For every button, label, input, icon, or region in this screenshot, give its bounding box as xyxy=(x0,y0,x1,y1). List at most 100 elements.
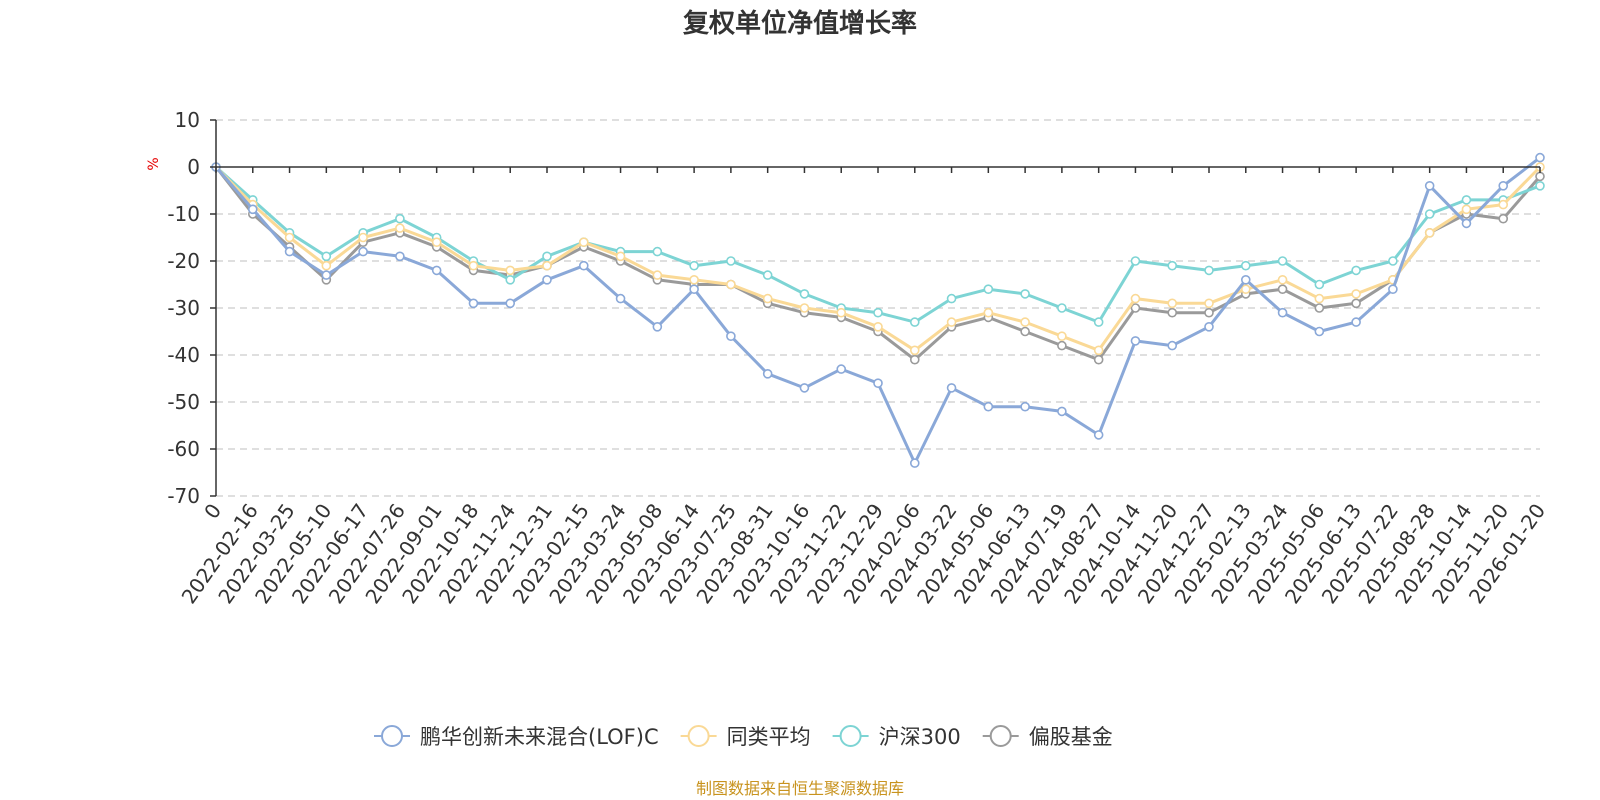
data-point xyxy=(284,246,295,257)
data-point xyxy=(689,274,699,285)
data-point xyxy=(1277,284,1288,295)
data-point xyxy=(505,265,516,276)
data-point xyxy=(1093,354,1104,365)
data-point xyxy=(1314,303,1325,313)
data-point xyxy=(1535,181,1545,191)
data-point xyxy=(799,289,810,299)
y-axis-unit: % xyxy=(146,157,162,170)
data-point xyxy=(1277,307,1288,318)
data-point xyxy=(1057,406,1067,417)
data-point xyxy=(652,321,663,332)
data-point xyxy=(358,246,368,257)
data-point xyxy=(247,204,258,215)
y-tick-label: 10 xyxy=(175,108,200,132)
data-point xyxy=(983,284,994,295)
data-point xyxy=(1424,181,1435,191)
data-point xyxy=(1277,274,1288,285)
data-point xyxy=(1461,195,1472,205)
data-point xyxy=(321,270,332,280)
source-note: 制图数据来自恒生聚源数据库 xyxy=(696,779,904,798)
legend-label: 鹏华创新未来混合(LOF)C xyxy=(420,725,659,749)
data-point xyxy=(395,251,405,262)
data-point xyxy=(836,307,847,318)
data-point xyxy=(726,256,736,266)
data-point xyxy=(1498,199,1509,210)
legend-label: 偏股基金 xyxy=(1029,725,1113,749)
data-point xyxy=(1167,260,1178,271)
legend-item[interactable]: 偏股基金 xyxy=(982,725,1113,749)
data-point xyxy=(873,321,883,332)
data-point xyxy=(358,232,368,243)
data-point xyxy=(946,383,957,393)
data-point xyxy=(1535,171,1545,182)
y-tick-label: -40 xyxy=(167,343,200,367)
y-tick-label: -30 xyxy=(167,296,200,320)
y-tick-label: -60 xyxy=(167,437,200,461)
legend-item[interactable]: 同类平均 xyxy=(680,725,811,749)
data-point xyxy=(395,213,405,224)
data-point xyxy=(431,265,442,276)
data-point xyxy=(1240,260,1251,271)
data-point xyxy=(615,251,626,262)
data-point xyxy=(909,345,920,356)
data-point xyxy=(1020,326,1030,337)
data-point xyxy=(689,284,699,295)
data-point xyxy=(505,298,516,309)
data-point xyxy=(1535,152,1545,163)
data-point xyxy=(578,260,589,271)
data-point xyxy=(1093,317,1104,327)
data-point xyxy=(1240,284,1251,295)
data-point xyxy=(799,303,810,313)
data-point xyxy=(321,251,332,262)
data-point xyxy=(578,237,589,247)
data-point xyxy=(1093,345,1104,356)
data-point xyxy=(1351,289,1361,299)
data-point xyxy=(762,293,773,304)
data-point xyxy=(1204,298,1214,309)
data-point xyxy=(1020,401,1030,412)
legend-item[interactable]: 鹏华创新未来混合(LOF)C xyxy=(374,725,659,749)
data-point xyxy=(1204,265,1214,276)
data-point xyxy=(1388,256,1398,266)
y-tick-label: -70 xyxy=(167,484,200,508)
data-point xyxy=(873,378,883,389)
data-point xyxy=(1498,213,1509,224)
data-point xyxy=(689,260,699,271)
legend-marker xyxy=(839,725,862,747)
data-point xyxy=(726,331,736,342)
data-point xyxy=(1167,298,1178,309)
legend-item[interactable]: 沪深300 xyxy=(832,725,961,749)
data-point xyxy=(615,293,626,304)
data-point xyxy=(1204,307,1214,318)
data-point xyxy=(468,260,479,271)
y-tick-label: -50 xyxy=(167,390,200,414)
data-point xyxy=(1351,317,1361,327)
data-point xyxy=(726,279,736,290)
data-point xyxy=(983,401,994,412)
data-point xyxy=(909,317,920,327)
data-point xyxy=(1057,303,1067,313)
legend[interactable]: 鹏华创新未来混合(LOF)C 同类平均 沪深300 偏股基金 xyxy=(374,725,1113,749)
data-point xyxy=(1240,274,1251,285)
data-point xyxy=(873,307,883,318)
data-point xyxy=(284,232,295,243)
x-tick-label: 0 xyxy=(199,499,226,523)
data-point xyxy=(1314,293,1325,304)
data-point xyxy=(1130,303,1141,313)
data-point xyxy=(762,270,773,280)
axes: 100-10-20-30-40-50-60-7002022-02-162022-… xyxy=(167,108,1550,608)
data-point xyxy=(1130,256,1141,266)
data-point xyxy=(1461,204,1472,215)
data-point xyxy=(468,298,479,309)
data-point xyxy=(542,251,552,262)
legend-marker xyxy=(989,725,1012,747)
data-point xyxy=(836,364,847,374)
data-point xyxy=(1130,336,1141,346)
data-point xyxy=(1020,317,1030,327)
data-point xyxy=(1093,430,1104,440)
legend-marker xyxy=(687,725,710,747)
data-point xyxy=(1020,289,1030,299)
data-point xyxy=(321,260,332,271)
data-point xyxy=(1351,298,1361,309)
legend-label: 沪深300 xyxy=(879,725,961,749)
